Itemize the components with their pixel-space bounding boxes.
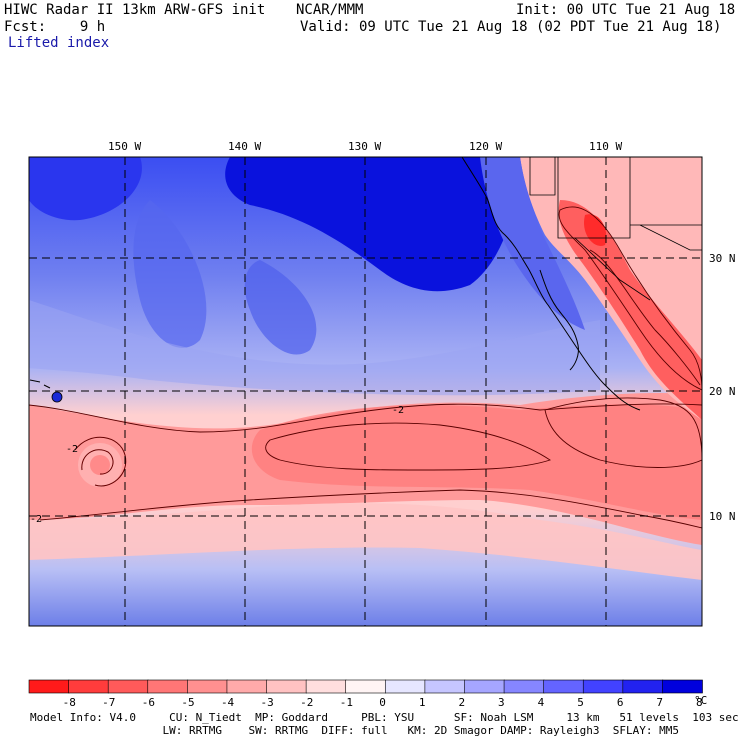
lat-label-20n: 20 N: [709, 385, 736, 398]
model-info-line2: LW: RRTMG SW: RRTMG DIFF: full KM: 2D Sm…: [30, 724, 680, 737]
colorbar-tick-label: -4: [220, 696, 235, 709]
colorbar-tick-label: -1: [339, 696, 353, 709]
model-title: HIWC Radar II 13km ARW-GFS init: [4, 2, 266, 18]
colorbar-tick-label: -3: [260, 696, 274, 709]
colorbar-tick-label: 4: [537, 696, 545, 709]
colorbar-tick-label: 2: [458, 696, 466, 709]
colorbar-tick-label: -6: [141, 696, 155, 709]
colorbar-tick-label: 1: [418, 696, 426, 709]
contour-minus-2-north: [29, 403, 702, 433]
colorbar-swatch: [266, 679, 307, 694]
colorbar-unit: °C: [694, 694, 708, 707]
colorbar-swatch: [503, 679, 545, 694]
colorbar-swatch: [582, 679, 624, 694]
state-borders: [529, 157, 702, 301]
model-info-line1: Model Info: V4.0 CU: N_Tiedt MP: Goddard…: [30, 711, 739, 724]
contour-label: -2: [30, 514, 43, 525]
organization-label: NCAR/MMM: [296, 2, 364, 18]
hawaii-island: [51, 391, 63, 403]
colorbar-swatch: [187, 679, 228, 694]
lon-label-140w: 140 W: [228, 140, 262, 153]
lon-label-130w: 130 W: [348, 140, 382, 153]
colorbar-tick-label: 6: [616, 696, 624, 709]
lat-label-10n: 10 N: [709, 510, 736, 523]
contour-label: -2: [66, 444, 79, 455]
colorbar-swatch: [28, 679, 70, 694]
colorbar-tick-label: -8: [62, 696, 76, 709]
coastline: [461, 157, 641, 411]
colorbar-swatch: [662, 679, 703, 694]
colorbar-swatch: [147, 679, 189, 694]
colorbar-tick-label: 8: [696, 696, 703, 709]
colorbar-swatch: [464, 679, 505, 694]
colorbar-tick-label: 5: [577, 696, 584, 709]
colorbar-swatch: [107, 679, 149, 694]
colorbar-swatch: [226, 679, 268, 694]
lon-label-120w: 120 W: [469, 140, 503, 153]
field-name: Lifted index: [8, 35, 110, 51]
colorbar-tick-label: 7: [656, 696, 664, 709]
colorbar-tick-label: -7: [102, 696, 116, 709]
contour-minus-2-south: [39, 489, 702, 529]
colorbar-tick-label: 3: [498, 696, 505, 709]
forecast-hour: Fcst: 9 h: [4, 19, 106, 35]
lon-label-150w: 150 W: [108, 140, 142, 153]
map-frame: [28, 156, 703, 627]
colorbar-swatch: [68, 679, 109, 694]
colorbar-swatch: [305, 679, 347, 694]
colorbar-swatch: [543, 679, 585, 694]
colorbar-tick-label: -2: [300, 696, 314, 709]
colorbar-swatch: [622, 679, 664, 694]
init-time: Init: 00 UTC Tue 21 Aug 18: [516, 2, 736, 18]
colorbar-swatch: [424, 679, 466, 694]
contour-label: -2: [392, 405, 405, 416]
colorbar: [28, 679, 703, 694]
lat-lon-grid: [29, 157, 702, 626]
colorbar-swatch: [345, 679, 387, 694]
lat-label-30n: 30 N: [709, 252, 736, 265]
colorbar-tick-label: 0: [379, 696, 386, 709]
colorbar-tick-label: -5: [181, 696, 195, 709]
lon-label-110w: 110 W: [589, 140, 623, 153]
colorbar-swatch: [384, 679, 426, 694]
valid-time: Valid: 09 UTC Tue 21 Aug 18 (02 PDT Tue …: [300, 19, 722, 35]
